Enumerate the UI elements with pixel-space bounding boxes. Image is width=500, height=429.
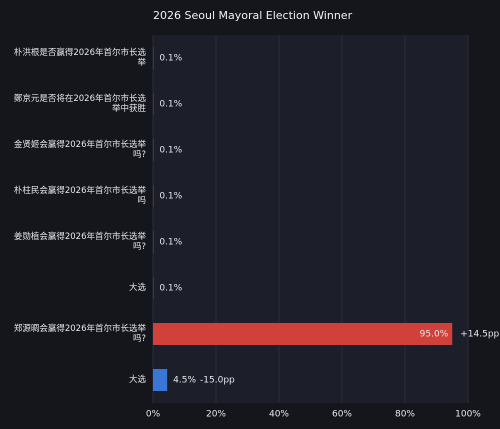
value-label: 0.1%: [159, 284, 182, 294]
x-tick-label: 20%: [206, 410, 226, 420]
bar: [153, 323, 453, 345]
x-tick-label: 40%: [269, 410, 289, 420]
y-tick-label: 大选: [128, 283, 146, 293]
value-label: 0.1%: [159, 238, 182, 248]
y-tick-label: 郑源晭会赢得2026年首尔市长选举吗?: [13, 324, 146, 344]
value-label: 0.1%: [159, 54, 182, 64]
value-label: 0.1%: [159, 146, 182, 156]
y-tick-label: 大选: [128, 375, 146, 385]
value-label: 0.1%: [159, 100, 182, 110]
y-tick-label: 鄭京元是否将在2026年首尔市长选举中获胜: [13, 94, 146, 114]
x-tick-label: 100%: [455, 410, 481, 420]
value-label: 4.5%: [173, 376, 196, 386]
change-label: +14.5pp: [460, 330, 499, 340]
value-label: 0.1%: [159, 192, 182, 202]
y-tick-label: 金贤姬会赢得2026年首尔市长选举吗?: [13, 140, 146, 160]
x-tick-label: 0%: [146, 410, 161, 420]
plot-area: [153, 35, 468, 403]
bar: [153, 369, 168, 391]
x-tick-label: 80%: [395, 410, 415, 420]
value-label: 95.0%: [420, 330, 449, 340]
x-tick-label: 60%: [332, 410, 352, 420]
chart-title: 2026 Seoul Mayoral Election Winner: [153, 9, 353, 22]
y-tick-label: 朴洪根是否赢得2026年首尔市长选举: [13, 48, 146, 68]
change-label: -15.0pp: [200, 376, 235, 386]
y-tick-label: 朴柱民会赢得2026年首尔市长选举吗: [13, 186, 146, 206]
y-tick-label: 姜勋植会赢得2026年首尔市长选举吗?: [13, 232, 146, 252]
